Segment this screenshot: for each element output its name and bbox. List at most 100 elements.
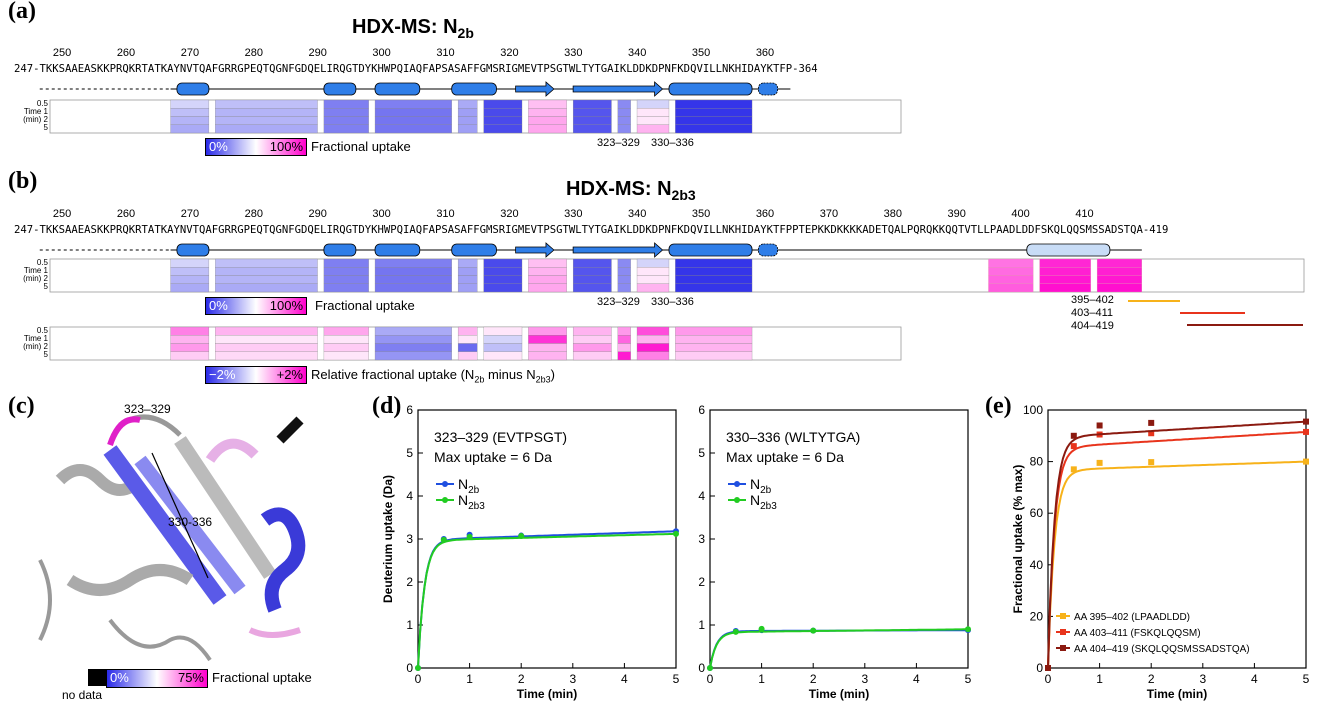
y-tick-label: 3 [406,532,413,546]
heat-cell [528,275,567,284]
data-point [1096,459,1103,466]
heat-cell [675,124,753,134]
residue-tick-label: 310 [436,47,455,59]
panel-e-label: (e) [985,393,1012,419]
heat-cell [675,99,753,109]
legend-label-sub: 2b [468,485,480,496]
heat-cell [170,116,210,125]
sequence-a: 247-TKKSAAEASKKPRQKRTATKAYNVTQAFGRRGPEQT… [14,63,818,75]
data-point [440,536,447,543]
coil-left [38,559,52,641]
black-end [276,416,304,444]
diff-cell [170,343,210,352]
heat-cell [572,124,612,134]
data-point [673,530,679,537]
y-axis-label: Fractional uptake (% max) [1011,465,1025,614]
residue-tick-label: 270 [180,47,200,59]
colorscale-a-caption: Fractional uptake [311,139,411,154]
legend-marker [1060,645,1066,651]
diff-cell [323,326,369,336]
residue-tick-label: 260 [116,208,136,220]
diff-colorscale-caption: Relative fractional uptake (N2b minus N2… [311,367,555,385]
residue-tick-label: 390 [947,208,966,220]
diff-cell [675,351,753,361]
residue-tick-label: 280 [244,208,263,220]
residue-tick-label: 330 [564,208,583,220]
diff-cell [457,343,478,352]
heat-cell [170,124,210,134]
data-point [518,532,525,539]
chart-title: 330–336 (WLTYTGA) [726,429,860,445]
helix-bottom [66,564,194,596]
heat-cell-extra [1096,258,1142,268]
structure-nodata-swatch [88,669,106,686]
data-point [810,627,817,634]
residue-tick-label: 360 [755,208,775,220]
y-tick-label: 2 [698,575,705,589]
heat-cell [483,124,523,134]
heat-cell [215,124,318,134]
panel-c-label: (c) [8,393,35,419]
residue-ruler-b: 250 260 270 280 290 300 310 320 330 340 350 360 370 3… [0,208,1333,222]
peptide-403-411: 403–411 [1071,307,1114,319]
residue-tick-label: 340 [628,47,647,59]
heat-cell [636,124,670,134]
residue-tick-label: 400 [1011,208,1030,220]
heat-cell [483,116,523,125]
heat-cell [457,258,478,268]
y-tick-label: 0 [406,661,413,675]
heat-cell [374,283,452,293]
y-tick-label: 40 [1030,558,1044,572]
diff-cell [636,351,670,361]
diff-cell [675,343,753,352]
heat-cell [675,116,753,125]
magenta-loop-323 [107,416,141,447]
heat-cell-extra [1039,283,1091,293]
y-tick-label: 1 [406,618,413,632]
y-tick-label: 3 [698,532,705,546]
strand-grey [174,436,276,579]
heat-cell [323,99,369,109]
diff-cell [483,326,523,336]
helix-cylinder [323,243,357,257]
helix-cylinder [451,82,497,96]
heat-cell [636,275,670,284]
y-axis-label: Deuterium uptake (Da) [381,475,395,603]
heat-cell [572,267,612,276]
heat-cell [617,283,631,293]
legend-marker [442,481,448,487]
legend-label: AA 395–402 (LPAADLDD) [1074,612,1190,623]
diff-cell [457,326,478,336]
heat-cell [617,108,631,117]
diff-cell [323,343,369,352]
diff-cell [617,326,631,336]
heat-cell [457,99,478,109]
legend-label: AA 404–419 (SKQLQQSMSSADSTQA) [1074,644,1250,655]
colorscale-b-caption: Fractional uptake [315,298,415,313]
x-tick-label: 0 [707,672,714,686]
coil-bottom [108,618,212,662]
x-tick-label: 4 [913,672,920,686]
heat-cell [374,108,452,117]
data-point [732,628,739,635]
data-point [1303,428,1309,435]
diff-cell [170,351,210,361]
heat-cell [483,99,523,109]
data-point [1070,466,1077,473]
chart-subtitle: Max uptake = 6 Da [434,449,552,465]
x-tick-label: 1 [1096,672,1103,686]
x-tick-label: 4 [621,672,628,686]
residue-tick-label: 380 [883,208,902,220]
heat-cell [572,108,612,117]
diff-cell [483,335,523,344]
y-tick-label: 80 [1030,455,1044,469]
diff-cell [374,343,452,352]
helix-cylinder [176,243,210,257]
y-tick-label: 100 [1023,403,1043,417]
heat-cell [374,275,452,284]
heat-cell [636,116,670,125]
heat-cell [374,99,452,109]
diff-cell [215,326,318,336]
diff-cell [572,335,612,344]
heat-cell [323,116,369,125]
